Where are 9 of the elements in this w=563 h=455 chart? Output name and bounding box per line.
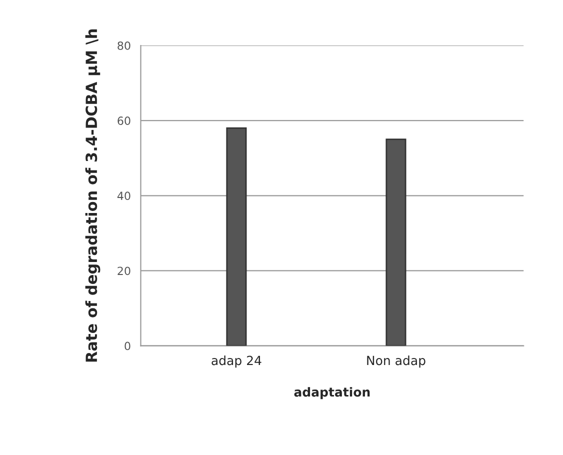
x-tick-label: adap 24 — [212, 356, 262, 368]
x-tick-label: Non adap — [367, 356, 426, 368]
y-tick-label: 0 — [124, 342, 130, 350]
y-tick-label: 40 — [117, 192, 130, 200]
y-axis-title: Rate of degradation of 3.4-DCBA µM \h — [85, 29, 100, 362]
y-tick-label: 60 — [118, 116, 130, 125]
y-tick-label: 20 — [118, 266, 130, 276]
x-axis-title: adaptation — [294, 387, 370, 400]
y-tick-label: 80 — [118, 41, 130, 50]
